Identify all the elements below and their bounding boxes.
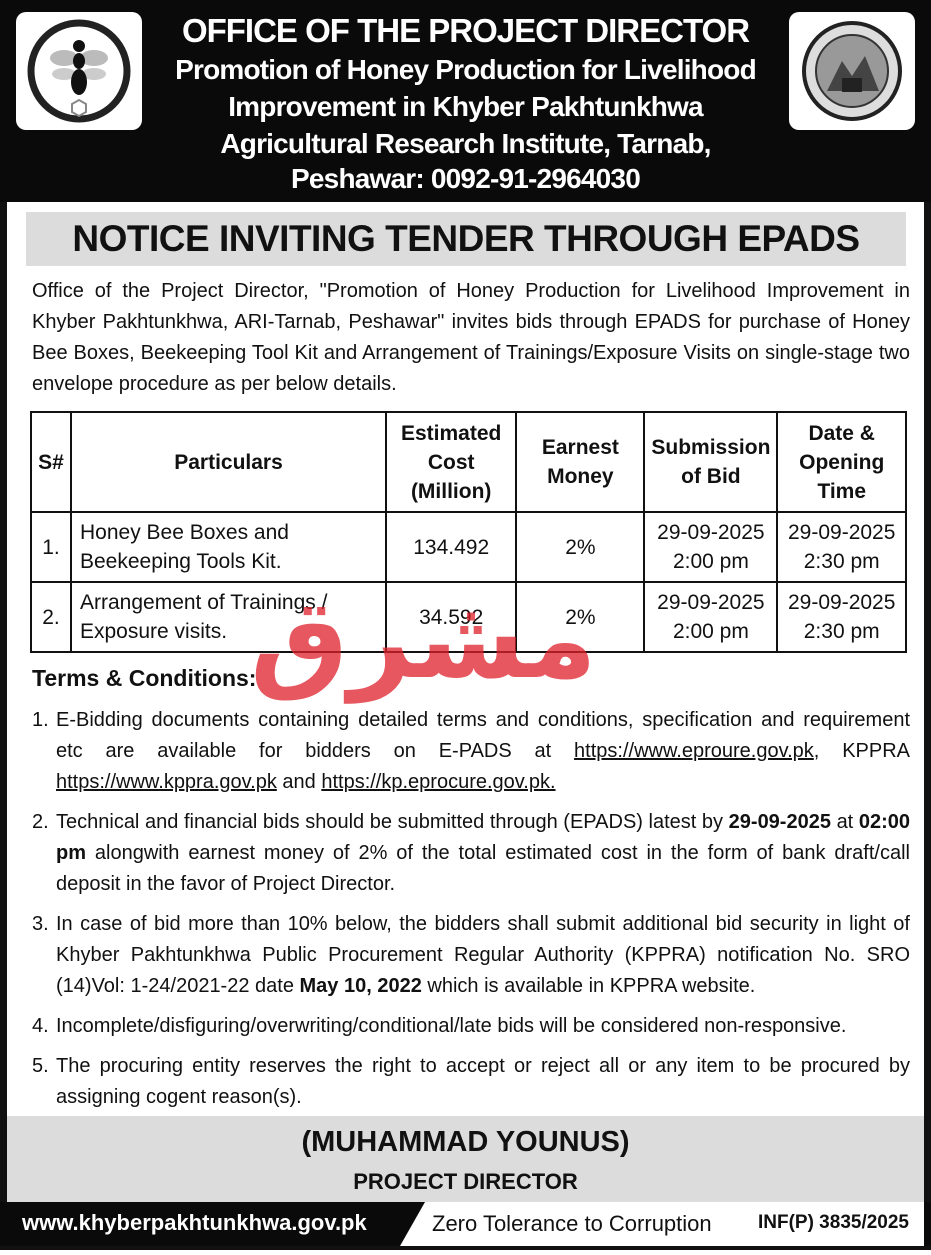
header-line: Agricultural Research Institute, Tarnab, <box>220 128 711 159</box>
term-item: 4. Incomplete/disfiguring/overwriting/con… <box>32 1011 910 1042</box>
submission-time: 2:00 pm <box>672 620 749 643</box>
opening-date: 29-09-2025 <box>787 521 896 544</box>
col-submission: Submission of Bid <box>643 411 779 513</box>
col-sn: S# <box>30 411 72 513</box>
signatory-name: (MUHAMMAD YOUNUS) <box>301 1126 630 1158</box>
signature-block: (MUHAMMAD YOUNUS) PROJECT DIRECTOR <box>7 1116 924 1202</box>
website-link[interactable]: www.khyberpakhtunkhwa.gov.pk <box>22 1210 367 1235</box>
header-line: Promotion of Honey Production for Liveli… <box>175 54 757 85</box>
row-earnest: 2% <box>515 581 646 653</box>
opening-date: 29-09-2025 <box>787 591 896 614</box>
col-earnest: Earnest Money <box>515 411 646 513</box>
row-earnest: 2% <box>515 511 646 583</box>
row-cost: 34.592 <box>384 581 518 653</box>
term-item: 3. In case of bid more than 10% below, th… <box>32 909 910 1002</box>
row-cost: 134.492 <box>384 511 518 583</box>
tender-table: S# Particulars Estimated Cost (Million) … <box>30 411 907 653</box>
header-line: Peshawar: 0092-91-2964030 <box>291 163 641 194</box>
table-header-row: S# Particulars Estimated Cost (Million) … <box>30 411 907 513</box>
row-submission: 29-09-2025 2:00 pm <box>643 581 779 653</box>
term-text: The procuring entity reserves the right … <box>56 1055 910 1108</box>
eprocure-link[interactable]: https://www.eproure.gov.pk <box>574 740 814 762</box>
term-text: In case of bid more than 10% below, the … <box>56 913 910 997</box>
submission-date: 29-09-2025 <box>657 521 765 544</box>
term-number: 4. <box>32 1015 49 1037</box>
term-item: 5. The procuring entity reserves the righ… <box>32 1051 910 1113</box>
row-sn: 2. <box>30 581 72 653</box>
footer: www.khyberpakhtunkhwa.gov.pk Zero Tolera… <box>0 1202 931 1246</box>
term-text: which is available in KPPRA website. <box>421 975 756 997</box>
header: OFFICE OF THE PROJECT DIRECTOR Promotion… <box>0 0 931 202</box>
row-particulars: Arrangement of Trainings / Exposure visi… <box>70 581 387 653</box>
ad-reference: INF(P) 3835/2025 <box>757 1212 909 1233</box>
col-cost: Estimated Cost (Million) <box>384 411 518 513</box>
bee-logo <box>16 12 142 130</box>
kppra-link[interactable]: https://www.kppra.gov.pk <box>56 771 277 793</box>
header-line: Improvement in Khyber Pakhtunkhwa <box>228 91 703 122</box>
term-text: at <box>830 811 859 833</box>
term-text: and <box>276 771 322 793</box>
deadline-date: 29-09-2025 <box>728 811 831 833</box>
term-text: Technical and financial bids should be s… <box>56 811 729 833</box>
term-text: alongwith earnest money of 2% of the tot… <box>56 842 910 895</box>
notice-title: NOTICE INVITING TENDER THROUGH EPADS <box>26 212 906 266</box>
footer-white-panel <box>400 1202 924 1246</box>
submission-date: 29-09-2025 <box>657 591 765 614</box>
intro-paragraph: Office of the Project Director, "Promoti… <box>32 280 910 395</box>
row-sn: 1. <box>30 511 72 583</box>
signatory-designation: PROJECT DIRECTOR <box>353 1169 578 1194</box>
opening-time: 2:30 pm <box>803 550 880 573</box>
term-text: E-Bidding documents containing detailed … <box>56 709 910 762</box>
kp-eprocure-link[interactable]: https://kp.eprocure.gov.pk. <box>321 771 556 793</box>
term-text: Incomplete/disfiguring/overwriting/condi… <box>56 1015 847 1037</box>
term-number: 2. <box>32 811 49 833</box>
row-submission: 29-09-2025 2:00 pm <box>643 511 779 583</box>
terms-list: 1. E-Bidding documents containing detaile… <box>32 705 910 1122</box>
ari-seal-logo <box>789 12 915 130</box>
terms-heading: Terms & Conditions: <box>32 665 257 691</box>
office-title: OFFICE OF THE PROJECT DIRECTOR <box>181 12 750 49</box>
table-row: 1. Honey Bee Boxes and Beekeeping Tools … <box>30 511 907 583</box>
term-item: 2. Technical and financial bids should be… <box>32 807 910 900</box>
table-row: 2. Arrangement of Trainings / Exposure v… <box>30 581 907 653</box>
term-number: 3. <box>32 913 49 935</box>
term-text: , KPPRA <box>813 740 910 762</box>
submission-time: 2:00 pm <box>672 550 749 573</box>
col-opening: Date & Opening Time <box>776 411 907 513</box>
opening-time: 2:30 pm <box>803 620 880 643</box>
slogan: Zero Tolerance to Corruption <box>432 1211 712 1236</box>
term-number: 5. <box>32 1055 49 1077</box>
term-item: 1. E-Bidding documents containing detaile… <box>32 705 910 798</box>
row-particulars: Honey Bee Boxes and Beekeeping Tools Kit… <box>70 511 387 583</box>
term-number: 1. <box>32 709 49 731</box>
notification-date: May 10, 2022 <box>299 975 422 997</box>
col-particulars: Particulars <box>70 411 387 513</box>
deadline-time: 02:00 pm <box>56 811 910 864</box>
row-opening: 29-09-2025 2:30 pm <box>776 511 907 583</box>
row-opening: 29-09-2025 2:30 pm <box>776 581 907 653</box>
